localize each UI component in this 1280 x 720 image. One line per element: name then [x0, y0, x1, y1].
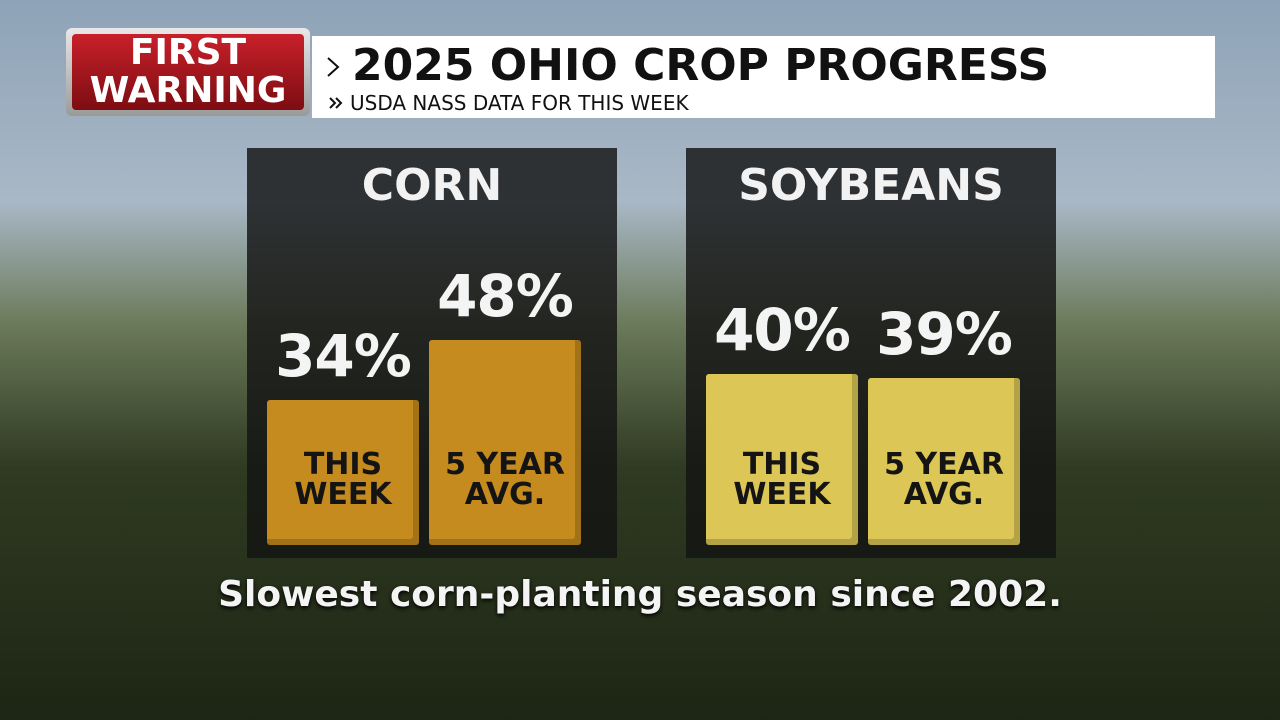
value-label: 48% — [437, 262, 574, 331]
header-bar: 2025 OHIO CROP PROGRESS USDA NASS DATA F… — [312, 36, 1215, 118]
chart-title: CORN — [361, 160, 503, 211]
value-label: 34% — [275, 321, 412, 390]
chart-title: SOYBEANS — [738, 160, 1004, 211]
bar — [267, 399, 419, 545]
bar — [429, 340, 581, 545]
title: 2025 OHIO CROP PROGRESS — [352, 40, 1050, 91]
bar — [868, 378, 1020, 545]
badge: FIRST WARNING — [66, 28, 310, 116]
badge-line: WARNING — [89, 70, 287, 111]
subtitle: USDA NASS DATA FOR THIS WEEK — [350, 91, 689, 115]
footnote: Slowest corn-planting season since 2002. — [218, 574, 1062, 615]
badge-line: FIRST — [129, 32, 247, 73]
category-label: 5 YEAR AVG. — [445, 447, 565, 512]
category-label: THIS WEEK — [294, 447, 392, 512]
value-label: 39% — [876, 300, 1013, 369]
chevrons — [327, 57, 343, 109]
category-label: 5 YEAR AVG. — [884, 447, 1004, 512]
bar — [706, 374, 858, 545]
value-label: 40% — [714, 296, 851, 365]
category-label: THIS WEEK — [733, 447, 831, 512]
